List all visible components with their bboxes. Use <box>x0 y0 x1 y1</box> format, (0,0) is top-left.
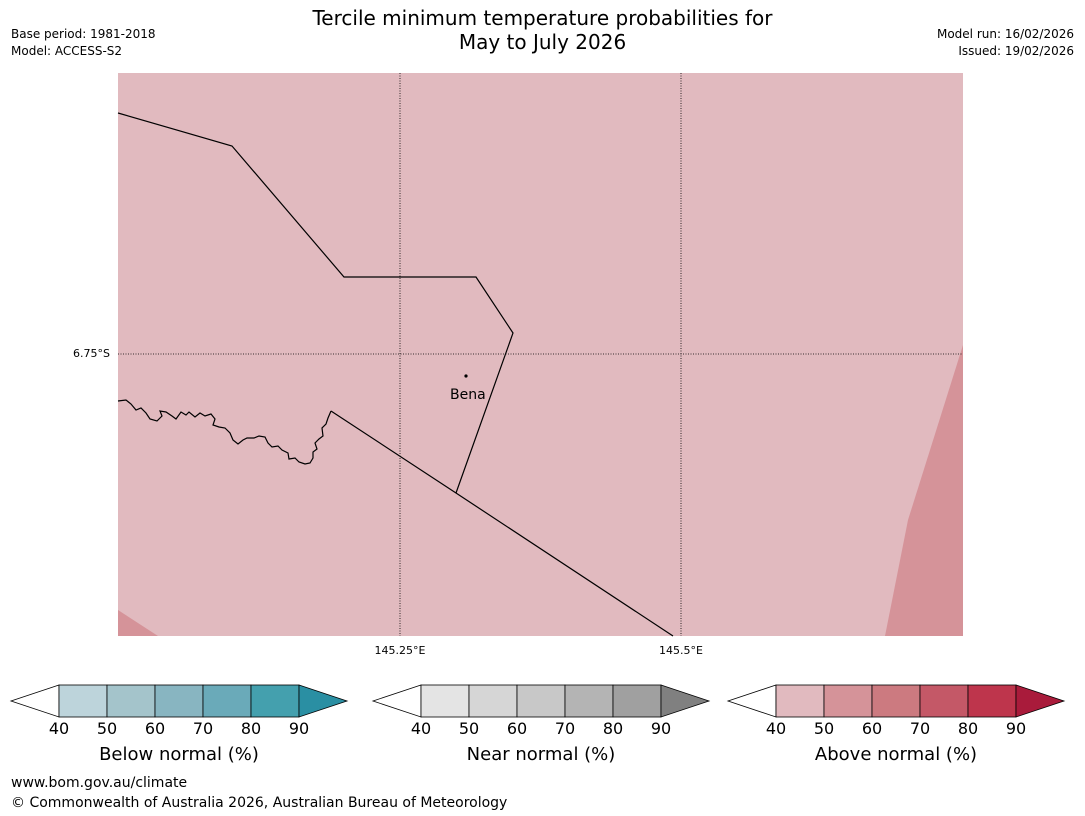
colorbar-segment <box>516 684 566 718</box>
colorbar-tick-label: 90 <box>1005 719 1027 738</box>
page-title: Tercile minimum temperature probabilitie… <box>0 6 1085 54</box>
colorbar-below-normal <box>9 684 349 718</box>
colorbar-tick-label: 50 <box>458 719 480 738</box>
colorbar-tick-label: 70 <box>192 719 214 738</box>
stronger-probability-area-southwest <box>118 610 158 636</box>
legend-title-above-normal: Above normal (%) <box>814 744 978 765</box>
model-run-text: Model run: 16/02/2026 <box>936 27 1074 41</box>
river-border-west <box>117 399 332 465</box>
colorbar-segment <box>106 684 156 718</box>
header-right-meta: Model run: 16/02/2026 Issued: 19/02/2026 <box>937 26 1074 60</box>
colorbar-tick-label: 60 <box>506 719 528 738</box>
lon-label-145-5: 145.5°E <box>659 644 703 657</box>
colorbar-tick-label: 60 <box>144 719 166 738</box>
colorbar-segment <box>564 684 614 718</box>
colorbar-near-normal <box>371 684 711 718</box>
colorbar-left-arrow <box>371 684 422 718</box>
colorbar-left-arrow <box>726 684 777 718</box>
colorbar-right-arrow <box>660 684 711 718</box>
colorbar-above-normal <box>726 684 1066 718</box>
colorbar-tick-label: 50 <box>96 719 118 738</box>
colorbar-segment <box>967 684 1017 718</box>
colorbar-tick-label: 70 <box>554 719 576 738</box>
model-text: Model: ACCESS-S2 <box>11 44 123 58</box>
colorbar-segment <box>420 684 470 718</box>
colorbar-tick-label: 40 <box>765 719 787 738</box>
header-left-meta: Base period: 1981-2018 Model: ACCESS-S2 <box>11 26 156 60</box>
legend-title-below-normal: Below normal (%) <box>99 744 259 765</box>
base-period-text: Base period: 1981-2018 <box>11 27 156 41</box>
province-border-south <box>330 410 674 637</box>
colorbar-tick-label: 40 <box>48 719 70 738</box>
colorbar-tick-label: 80 <box>240 719 262 738</box>
map-background <box>118 73 963 636</box>
colorbar-left-arrow <box>9 684 60 718</box>
colorbar-tick-label: 60 <box>861 719 883 738</box>
title-line-2: May to July 2026 <box>458 30 627 54</box>
colorbar-segment <box>871 684 921 718</box>
footer-url: www.bom.gov.au/climate <box>11 775 188 791</box>
colorbar-segment <box>202 684 252 718</box>
colorbar-tick-label: 90 <box>288 719 310 738</box>
colorbar-segment <box>919 684 969 718</box>
colorbar-tick-label: 90 <box>650 719 672 738</box>
colorbar-segment <box>154 684 204 718</box>
colorbar-tick-label: 80 <box>602 719 624 738</box>
lon-label-145-25: 145.25°E <box>374 644 426 657</box>
title-line-1: Tercile minimum temperature probabilitie… <box>312 6 773 30</box>
colorbar-tick-label: 70 <box>909 719 931 738</box>
city-label: Bena <box>450 387 486 403</box>
colorbar-segment <box>250 684 300 718</box>
legend-colorbars <box>9 684 1066 718</box>
issued-text: Issued: 19/02/2026 <box>958 44 1074 58</box>
colorbar-segment <box>612 684 662 718</box>
legend-title-near-normal: Near normal (%) <box>466 744 616 765</box>
colorbar-tick-label: 50 <box>813 719 835 738</box>
stronger-probability-area-east <box>885 345 963 636</box>
colorbar-right-arrow <box>298 684 349 718</box>
province-border-north <box>117 112 514 494</box>
footer-copyright: © Commonwealth of Australia 2026, Austra… <box>11 795 508 811</box>
colorbar-tick-label: 80 <box>957 719 979 738</box>
colorbar-segment <box>775 684 825 718</box>
colorbar-segment <box>58 684 108 718</box>
colorbar-segment <box>823 684 873 718</box>
lat-label-6-75: 6.75°S <box>73 347 110 360</box>
colorbar-tick-label: 40 <box>410 719 432 738</box>
colorbar-right-arrow <box>1015 684 1066 718</box>
colorbar-segment <box>468 684 518 718</box>
city-marker <box>464 374 468 378</box>
